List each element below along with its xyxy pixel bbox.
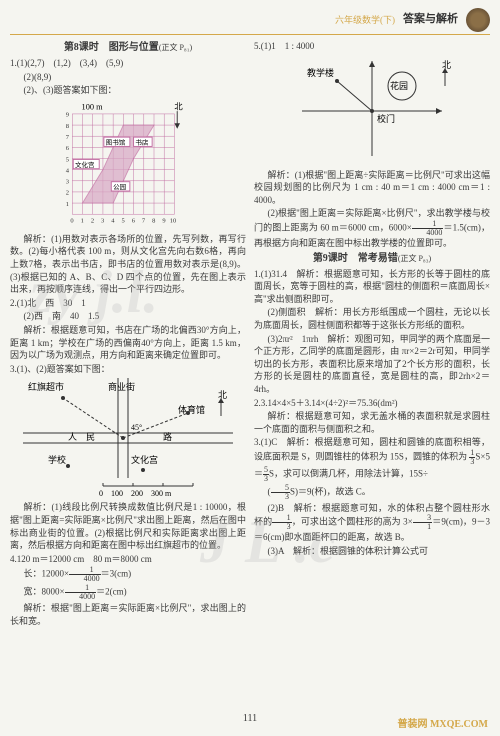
- q1-line2: (2)(8,9): [10, 71, 246, 84]
- page-header: 六年级数学(下) 答案与解析: [10, 8, 490, 35]
- svg-text:北: 北: [218, 390, 227, 400]
- q1-line1: 1.(1)(2,7) (1,2) (3,4) (5,9): [10, 57, 246, 70]
- map-figure: 红旗超市 商业街 体育馆 北 45° 人 民 路 学校 文化宫: [23, 378, 233, 498]
- q3-l1: 3.(1)、(2)题答案如下图：: [10, 363, 246, 376]
- l9-q3b: (53S)＝9(杯)，故选 C。: [254, 484, 490, 501]
- campus-figure: 北 教学楼 花园 校门: [282, 56, 462, 166]
- svg-text:3: 3: [101, 217, 104, 224]
- svg-text:0: 0: [70, 217, 73, 224]
- svg-text:3: 3: [66, 178, 69, 185]
- l9-q1b: (2)侧面积 解析：用长方形纸围成一个圆柱，无论以长为底面周长，圆柱侧面积都等于…: [254, 306, 490, 331]
- svg-text:0 100 200 300 m: 0 100 200 300 m: [99, 489, 172, 498]
- svg-text:书店: 书店: [135, 137, 148, 146]
- q5-analysis-a: 解析：(1)根据"图上距离÷实际距离＝比例尺"可求出这幅校园规划图的比例尺为 1…: [254, 169, 490, 207]
- svg-text:教学楼: 教学楼: [307, 67, 334, 78]
- svg-text:10: 10: [170, 217, 177, 224]
- fraction: 31: [413, 514, 433, 531]
- fraction: 14000: [65, 584, 97, 601]
- svg-text:4: 4: [66, 167, 70, 174]
- svg-text:8: 8: [66, 123, 69, 130]
- svg-text:2: 2: [66, 189, 69, 196]
- q4-l2: 长：12000×14000＝3(cm): [10, 566, 246, 583]
- svg-text:公园: 公园: [113, 183, 126, 191]
- svg-text:学校: 学校: [48, 454, 66, 465]
- q4-l3: 宽：8000×14000＝2(cm): [10, 584, 246, 601]
- fraction: 53: [271, 484, 291, 501]
- page-number: 111: [243, 712, 257, 726]
- svg-text:9: 9: [162, 217, 165, 224]
- q2-l2: (2)西 南 40 1.5: [10, 310, 246, 323]
- q3-analysis: 解析：(1)线段比例尺转换成数值比例尺是1 : 10000，根据"图上距离=实际…: [10, 501, 246, 551]
- l9-q2: 2.3.14×4×5＋3.14×(4÷2)²＝75.36(dm²): [254, 397, 490, 410]
- column-right: 5.(1)1 1 : 4000 北 教学楼 花园 校门 解析：(1)根据"图上距…: [254, 39, 490, 628]
- q4-l1: 4.120 m＝12000 cm 80 m＝8000 cm: [10, 553, 246, 566]
- svg-text:5: 5: [122, 217, 125, 224]
- svg-text:7: 7: [142, 217, 146, 224]
- svg-text:文化宫: 文化宫: [75, 160, 95, 169]
- q2-analysis: 解析：根据题意可知，书店在广场的北偏西30°方向上，距离 1 km；学校在广场的…: [10, 324, 246, 362]
- l9-q2-analysis: 解析：根据题意可知，求无盖水桶的表面积就是求圆柱一个底面的面积与侧面积之和。: [254, 410, 490, 435]
- svg-text:路: 路: [163, 431, 172, 442]
- svg-text:5: 5: [66, 156, 69, 163]
- lesson-8-title: 第8课时 图形与位置(正文 P₈₁): [10, 41, 246, 55]
- l9-q3a: 3.(1)C 解析：根据题意可知，圆柱和圆锥的底面积相等，设底面积是 S，则圆锥…: [254, 436, 490, 483]
- fraction: 14000: [412, 220, 444, 237]
- svg-text:1: 1: [66, 201, 69, 208]
- svg-text:9: 9: [66, 111, 69, 118]
- svg-text:校门: 校门: [377, 113, 395, 124]
- l9-q1a: 1.(1)31.4 解析：根据题意可知，长方形的长等于圆柱的底面周长，宽等于圆柱…: [254, 268, 490, 306]
- svg-text:2: 2: [91, 217, 94, 224]
- q1-analysis: 解析：(1)用数对表示各场所的位置，先写列数，再写行数。(2)每小格代表 100…: [10, 233, 246, 296]
- q5: 5.(1)1 1 : 4000: [254, 40, 490, 53]
- site-watermark: 普装网 MXQE.COM: [397, 718, 488, 732]
- lesson-9-title: 第9课时 常考易错(正文 P₈₃): [254, 252, 490, 266]
- q2-l1: 2.(1)北 西 30 1: [10, 297, 246, 310]
- column-left: 第8课时 图形与位置(正文 P₈₁) 1.(1)(2,7) (1,2) (3,4…: [10, 39, 246, 628]
- q1-line3: (2)、(3)题答案如下图：: [10, 84, 246, 97]
- l9-q3-3: (3)A 解析：根据圆锥的体积计算公式可: [254, 545, 490, 558]
- l9-q1c: (3)2πr² 1πrh 解析：观图可知，甲同学的两个底面是一个正方形，乙同学的…: [254, 333, 490, 396]
- svg-text:体育馆: 体育馆: [178, 404, 205, 415]
- svg-text:100 m: 100 m: [82, 102, 104, 111]
- svg-text:商业街: 商业街: [108, 381, 135, 392]
- mascot-icon: [466, 8, 490, 32]
- svg-text:花园: 花园: [390, 80, 408, 91]
- svg-text:文化宫: 文化宫: [131, 454, 158, 465]
- q4-analysis: 解析：根据"图上距离＝实际距离×比例尺"，求出图上的长和宽。: [10, 602, 246, 627]
- q5-analysis-b: (2)根据"图上距离＝实际距离×比例尺"，求出教学楼与校门的图上距离为 60 m…: [254, 207, 490, 249]
- svg-text:红旗超市: 红旗超市: [28, 381, 64, 392]
- header-section: 答案与解析: [403, 12, 458, 27]
- svg-text:7: 7: [66, 134, 70, 141]
- svg-text:图书馆: 图书馆: [106, 137, 126, 146]
- svg-text:4: 4: [111, 217, 115, 224]
- svg-text:北: 北: [442, 60, 451, 70]
- svg-text:8: 8: [152, 217, 155, 224]
- svg-text:人 民: 人 民: [68, 432, 95, 442]
- svg-text:1: 1: [81, 217, 84, 224]
- fraction: 14000: [69, 566, 101, 583]
- header-grade: 六年级数学(下): [335, 14, 395, 27]
- svg-text:北: 北: [174, 102, 183, 111]
- fraction: 13: [272, 514, 292, 531]
- svg-text:45°: 45°: [131, 423, 142, 432]
- svg-text:6: 6: [132, 217, 136, 224]
- content-columns: 第8课时 图形与位置(正文 P₈₁) 1.(1)(2,7) (1,2) (3,4…: [10, 39, 490, 628]
- svg-text:6: 6: [66, 145, 70, 152]
- l9-q3-2: (2)B 解析：根据题意可知，水的体积占整个圆柱形水杯的13，可求出这个圆柱形的…: [254, 502, 490, 544]
- grid-figure: 100 m 北 文化宫 图书馆 书店 公园 123456789: [53, 100, 203, 230]
